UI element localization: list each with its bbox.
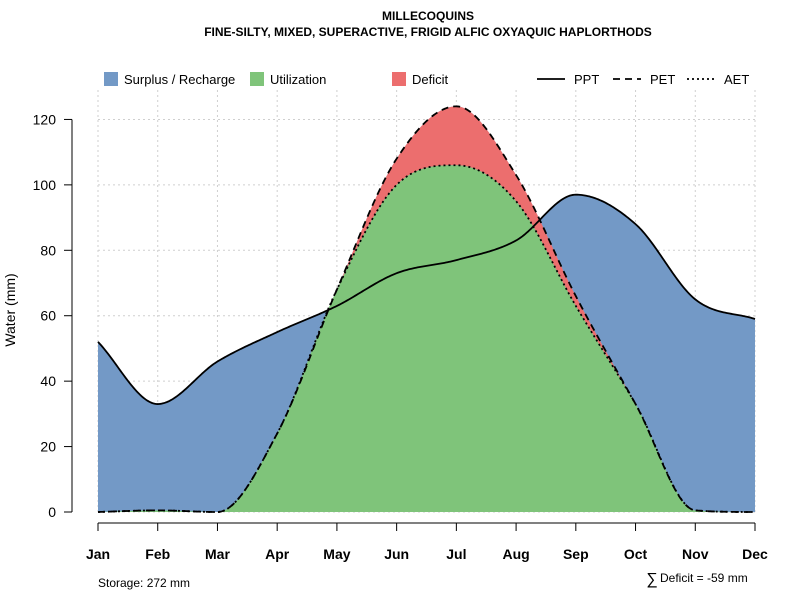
x-tick-label: Oct (624, 546, 648, 562)
legend-label: Deficit (412, 72, 449, 87)
y-tick-label: 40 (40, 373, 56, 389)
legend-swatch (392, 72, 406, 86)
legend-label: AET (724, 72, 749, 87)
legend-label: PPT (574, 72, 599, 87)
y-tick-label: 60 (40, 308, 56, 324)
x-tick-label: Sep (563, 546, 589, 562)
legend-label: Surplus / Recharge (124, 72, 235, 87)
y-tick-label: 80 (40, 242, 56, 258)
x-tick-label: Jan (86, 546, 110, 562)
y-tick-label: 20 (40, 439, 56, 455)
x-tick-label: Nov (682, 546, 709, 562)
axes: 0 20 40 60 80 100 120 Jan Feb Mar Apr May Jun Jul Aug S… (33, 111, 768, 562)
y-tick-label: 120 (33, 111, 57, 127)
chart-subtitle: FINE-SILTY, MIXED, SUPERACTIVE, FRIGID A… (204, 25, 652, 39)
legend-swatch (104, 72, 118, 86)
legend: Surplus / Recharge Utilization Deficit PPT P… (104, 72, 749, 87)
legend-label: Utilization (270, 72, 326, 87)
chart-title: MILLECOQUINS (382, 9, 474, 23)
area-fills (98, 106, 755, 513)
x-tick-label: Jun (384, 546, 409, 562)
x-tick-label: Dec (742, 546, 768, 562)
series-lines (97, 105, 756, 513)
deficit-sum-symbol: ∑ (646, 571, 657, 588)
y-tick-label: 0 (48, 504, 56, 520)
series-line-pet (97, 105, 755, 513)
x-tick-label: Feb (145, 546, 170, 562)
deficit-note: Deficit = -59 mm (660, 571, 748, 585)
y-tick-label: 100 (33, 177, 57, 193)
x-tick-label: Mar (205, 546, 230, 562)
x-tick-label: Jul (446, 546, 466, 562)
legend-label: PET (650, 72, 675, 87)
x-tick-label: Apr (265, 546, 290, 562)
utilization-area (98, 165, 755, 513)
x-tick-label: Aug (502, 546, 529, 562)
series-line-ppt (97, 193, 756, 405)
legend-swatch (250, 72, 264, 86)
y-axis-label: Water (mm) (2, 273, 18, 346)
storage-note: Storage: 272 mm (98, 576, 190, 590)
x-tick-label: May (323, 546, 350, 562)
